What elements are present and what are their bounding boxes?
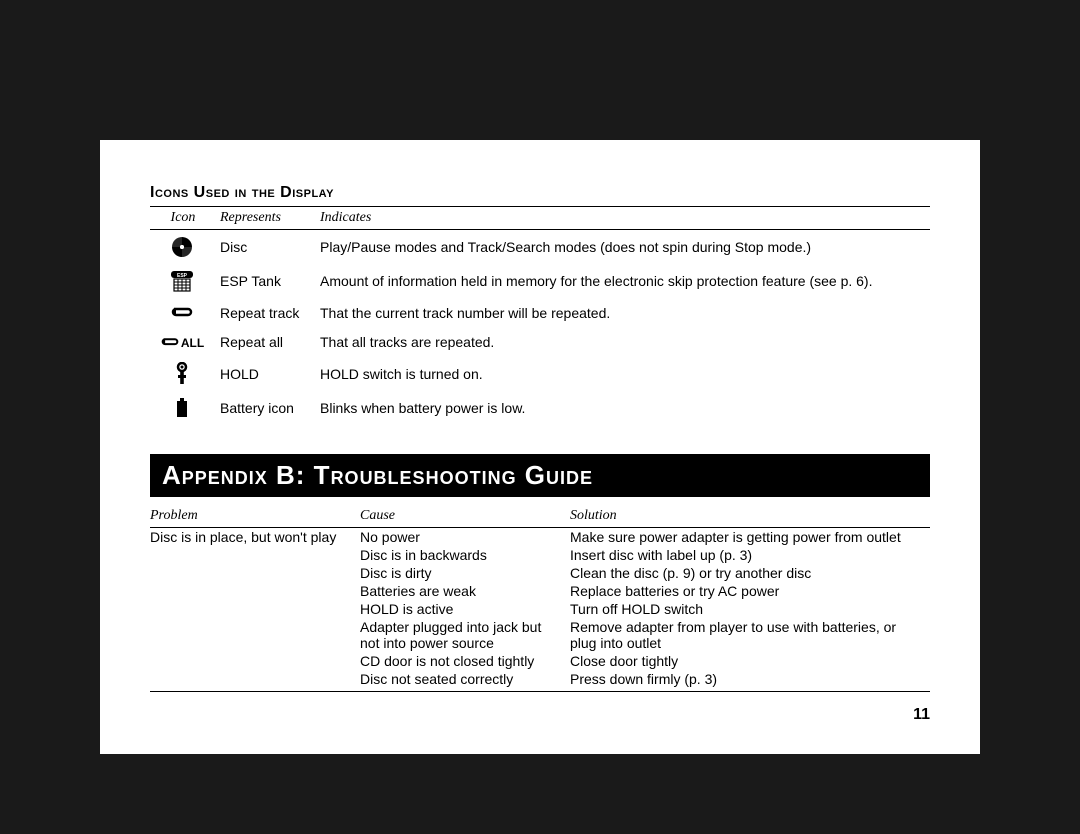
icons-cell-indicates: That the current track number will be re… [320,298,930,327]
icons-cell-indicates: HOLD switch is turned on. [320,356,930,392]
icons-cell-represents: Disc [220,230,320,265]
trouble-cell-cause: No power [360,528,570,547]
trouble-cell-problem [150,564,360,582]
icons-header-indicates: Indicates [320,207,930,230]
icons-section-heading: Icons Used in the Display [150,184,930,202]
icons-row: Battery icon Blinks when battery power i… [150,392,930,424]
icons-row: ESP ESP Tank Amount of information held … [150,264,930,298]
trouble-cell-solution: Press down firmly (p. 3) [570,670,930,692]
icons-cell-represents: HOLD [220,356,320,392]
trouble-cell-solution: Make sure power adapter is getting power… [570,528,930,547]
trouble-cell-solution: Close door tightly [570,652,930,670]
trouble-cell-solution: Turn off HOLD switch [570,600,930,618]
trouble-cell-problem [150,652,360,670]
trouble-header-problem: Problem [150,505,360,528]
trouble-row: Adapter plugged into jack but not into p… [150,618,930,652]
trouble-cell-problem [150,600,360,618]
icons-cell-indicates: Play/Pause modes and Track/Search modes … [320,230,930,265]
trouble-cell-cause: Disc not seated correctly [360,670,570,692]
icons-cell-represents: ESP Tank [220,264,320,298]
appendix-banner: Appendix B: Troubleshooting Guide [150,454,930,497]
trouble-cell-solution: Remove adapter from player to use with b… [570,618,930,652]
trouble-cell-cause: Adapter plugged into jack but not into p… [360,618,570,652]
trouble-cell-cause: Disc is dirty [360,564,570,582]
icons-cell-indicates: Blinks when battery power is low. [320,392,930,424]
trouble-row: CD door is not closed tightly Close door… [150,652,930,670]
trouble-row: HOLD is active Turn off HOLD switch [150,600,930,618]
repeat-all-label: ALL [181,336,204,350]
repeat-track-icon [150,298,220,327]
icons-cell-indicates: That all tracks are repeated. [320,327,930,356]
trouble-cell-cause: CD door is not closed tightly [360,652,570,670]
trouble-cell-cause: Batteries are weak [360,582,570,600]
icons-header-icon: Icon [150,207,220,230]
disc-icon [150,230,220,265]
trouble-row: Disc is dirty Clean the disc (p. 9) or t… [150,564,930,582]
trouble-cell-problem [150,670,360,692]
trouble-header-solution: Solution [570,505,930,528]
trouble-row: Disc not seated correctly Press down fir… [150,670,930,692]
trouble-cell-problem [150,582,360,600]
document-page: Icons Used in the Display Icon Represent… [100,140,980,754]
icons-row: HOLD HOLD switch is turned on. [150,356,930,392]
icons-cell-represents: Battery icon [220,392,320,424]
trouble-cell-problem: Disc is in place, but won't play [150,528,360,547]
repeat-all-icon: ALL [150,327,220,356]
trouble-cell-problem [150,546,360,564]
trouble-row: Disc is in place, but won't play No powe… [150,528,930,547]
icons-header-represents: Represents [220,207,320,230]
icons-cell-indicates: Amount of information held in memory for… [320,264,930,298]
page-number: 11 [150,706,930,724]
trouble-cell-solution: Insert disc with label up (p. 3) [570,546,930,564]
icons-row: Disc Play/Pause modes and Track/Search m… [150,230,930,265]
trouble-cell-solution: Replace batteries or try AC power [570,582,930,600]
trouble-cell-problem [150,618,360,652]
trouble-row: Batteries are weak Replace batteries or … [150,582,930,600]
icons-row: Repeat track That the current track numb… [150,298,930,327]
svg-text:ESP: ESP [177,273,188,279]
esp-tank-icon: ESP [150,264,220,298]
icons-cell-represents: Repeat all [220,327,320,356]
troubleshooting-table: Problem Cause Solution Disc is in place,… [150,505,930,692]
trouble-header-cause: Cause [360,505,570,528]
trouble-cell-cause: HOLD is active [360,600,570,618]
trouble-cell-solution: Clean the disc (p. 9) or try another dis… [570,564,930,582]
trouble-row: Disc is in backwards Insert disc with la… [150,546,930,564]
icons-row: ALL Repeat all That all tracks are repea… [150,327,930,356]
hold-icon [150,356,220,392]
trouble-cell-cause: Disc is in backwards [360,546,570,564]
icons-cell-represents: Repeat track [220,298,320,327]
icons-table: Icon Represents Indicates Disc Play/Paus… [150,206,930,424]
battery-icon [150,392,220,424]
